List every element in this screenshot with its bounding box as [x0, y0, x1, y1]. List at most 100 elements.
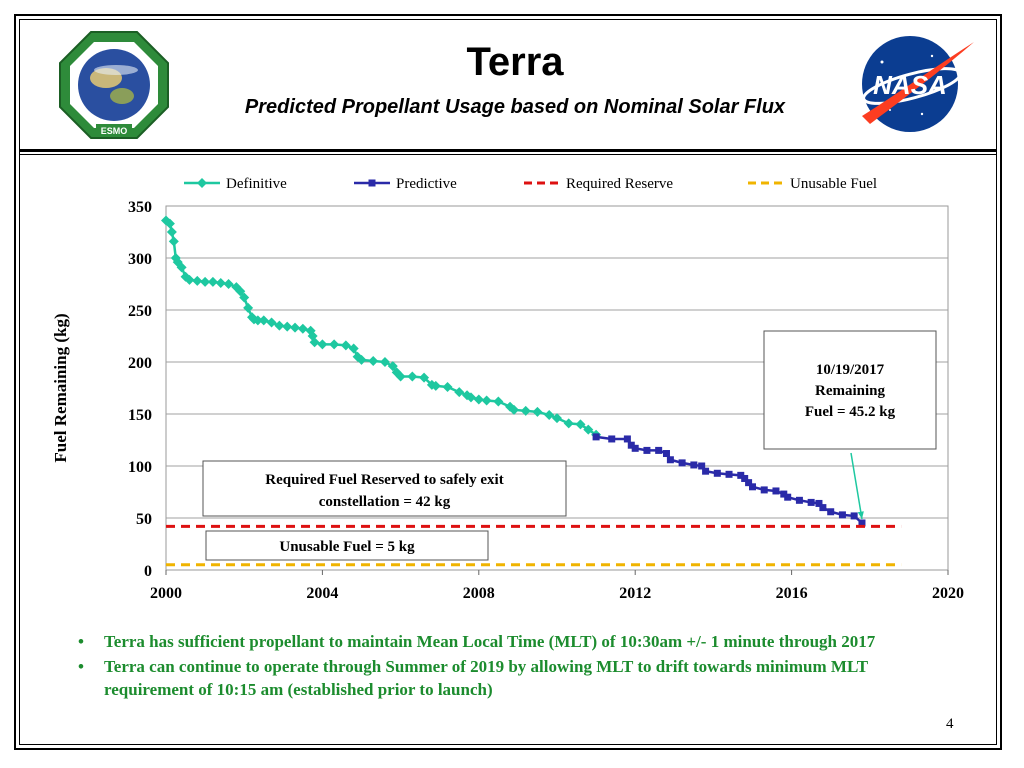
data-point — [340, 340, 351, 351]
data-point — [575, 419, 586, 430]
page-title: Terra — [466, 40, 564, 84]
data-point — [356, 354, 367, 365]
y-tick-label: 100 — [128, 459, 152, 476]
data-point — [627, 441, 635, 449]
data-point — [784, 493, 792, 501]
y-tick-label: 350 — [128, 199, 152, 216]
data-point — [493, 396, 504, 407]
bullet-list: • Terra has sufficient propellant to main… — [78, 630, 958, 703]
bullet-text: Terra can continue to operate through Su… — [104, 657, 868, 699]
y-tick-label: 150 — [128, 407, 152, 424]
data-point — [235, 286, 246, 297]
data-point — [608, 435, 616, 443]
data-point — [282, 321, 293, 332]
data-point — [379, 357, 390, 367]
data-point — [508, 404, 519, 415]
annotation-text: 10/19/2017 — [816, 362, 885, 378]
data-point — [592, 433, 600, 441]
data-point — [520, 405, 531, 416]
data-point — [741, 474, 749, 482]
data-point — [631, 444, 639, 452]
data-point — [583, 424, 594, 435]
data-point — [215, 277, 226, 288]
data-point — [290, 322, 301, 333]
y-tick-label: 200 — [128, 355, 152, 372]
legend-label: Unusable Fuel — [790, 176, 877, 192]
data-point — [760, 486, 768, 494]
annotation-box — [205, 530, 489, 561]
data-point — [838, 511, 846, 519]
data-point — [745, 479, 753, 487]
data-point — [749, 483, 756, 491]
x-tick-label: 2008 — [463, 585, 495, 602]
data-point — [623, 435, 631, 443]
data-point — [666, 456, 674, 464]
nasa-logo-label: NASA — [873, 70, 947, 100]
data-point — [465, 392, 476, 403]
x-tick-label: 2016 — [776, 585, 808, 602]
data-point — [481, 395, 492, 406]
data-point — [239, 292, 250, 303]
data-point — [419, 372, 430, 383]
data-point — [258, 315, 269, 326]
legend-label: Definitive — [226, 176, 287, 192]
header-divider — [19, 149, 997, 152]
annotation-text: constellation = 42 kg — [319, 494, 451, 510]
data-point — [850, 512, 858, 520]
annotation-text: Unusable Fuel = 5 kg — [279, 539, 415, 555]
data-point — [168, 236, 179, 247]
data-point — [243, 302, 254, 313]
slide-outer-border — [14, 14, 1002, 750]
data-point — [662, 450, 670, 458]
bullet-dot-icon: • — [78, 632, 84, 651]
series-line — [165, 219, 597, 436]
data-point — [505, 401, 516, 412]
data-point — [643, 446, 651, 454]
data-point — [454, 387, 465, 398]
data-point — [368, 355, 379, 366]
data-point — [713, 469, 721, 477]
data-point — [819, 504, 827, 512]
esmo-logo-icon: ESMO — [59, 31, 169, 139]
data-point — [702, 467, 710, 475]
annotation-text: Required Fuel Reserved to safely exit — [265, 472, 503, 488]
data-point — [737, 471, 745, 479]
data-point — [200, 276, 211, 287]
data-point — [407, 371, 418, 382]
data-point — [544, 410, 555, 421]
legend-label: Required Reserve — [566, 176, 673, 192]
data-point — [473, 394, 484, 405]
data-point — [858, 519, 866, 527]
bullet-item: • Terra has sufficient propellant to main… — [78, 630, 958, 653]
data-point — [532, 406, 543, 417]
data-point — [207, 276, 218, 287]
data-point — [266, 317, 277, 328]
bullet-text: Terra has sufficient propellant to maint… — [104, 632, 876, 651]
data-point — [678, 459, 686, 467]
bullet-dot-icon: • — [78, 657, 84, 676]
legend-marker — [197, 178, 207, 188]
y-tick-label: 250 — [128, 303, 152, 320]
data-point — [164, 218, 175, 229]
data-point — [192, 275, 203, 286]
data-point — [297, 323, 308, 334]
annotation-text: Remaining — [815, 383, 886, 399]
esmo-logo-label: ESMO — [101, 126, 128, 136]
annotation-box — [202, 460, 567, 517]
data-point — [442, 381, 453, 392]
data-point — [395, 371, 406, 382]
data-point — [690, 461, 698, 469]
x-tick-label: 2012 — [619, 585, 651, 602]
data-point — [827, 508, 835, 516]
bullet-item: • Terra can continue to operate through S… — [78, 655, 958, 701]
data-point — [655, 446, 663, 454]
annotation-box — [763, 330, 937, 450]
y-tick-label: 300 — [128, 251, 152, 268]
legend-label: Predictive — [396, 176, 457, 192]
page-number: 4 — [946, 716, 954, 732]
data-point — [772, 487, 780, 495]
annotation-text: Fuel = 45.2 kg — [805, 404, 896, 420]
x-tick-label: 2020 — [932, 585, 964, 602]
data-point — [780, 490, 788, 498]
